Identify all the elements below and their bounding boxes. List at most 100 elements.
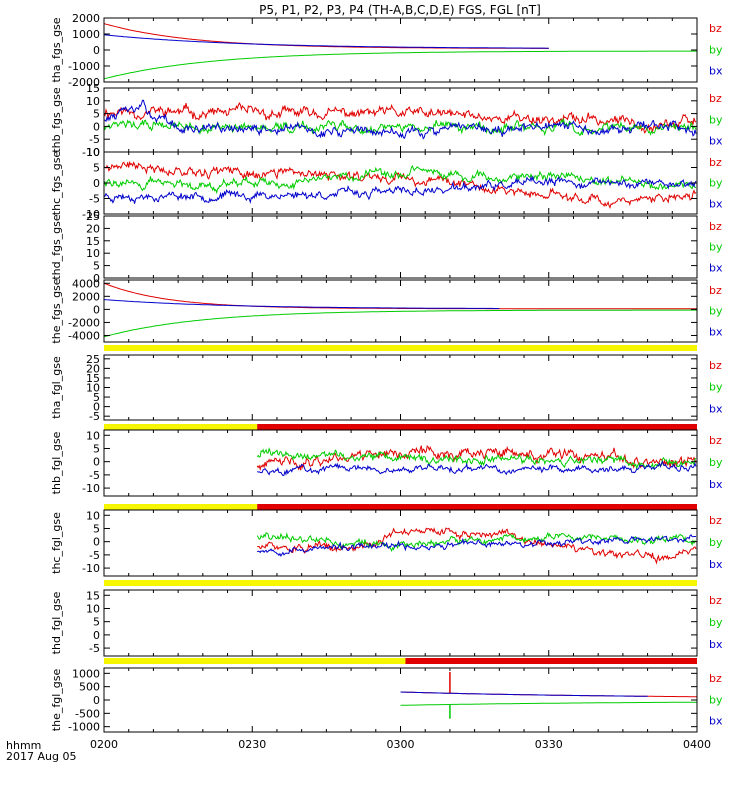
- x-tick-label: 0300: [387, 738, 415, 751]
- series-by-line: [104, 117, 697, 137]
- y-tick-label: -10: [82, 562, 100, 575]
- legend-bx: bx: [709, 325, 723, 338]
- legend-by: by: [709, 113, 723, 126]
- legend-bz: bz: [709, 594, 722, 607]
- series-bx-line: [104, 34, 549, 49]
- status-bar-yellow: [104, 580, 697, 586]
- legend-bz: bz: [709, 22, 722, 35]
- y-tick-label: 10: [86, 509, 100, 522]
- y-tick-label: -5: [89, 193, 100, 206]
- legend-by: by: [709, 241, 723, 254]
- series-bx-line: [104, 299, 500, 309]
- y-tick-label: 0: [93, 120, 100, 133]
- legend-by: by: [709, 693, 723, 706]
- y-tick-label: -1000: [68, 60, 100, 73]
- panel-frame: [103, 17, 698, 83]
- panel-frame: [103, 354, 698, 421]
- panel-frame: [103, 589, 698, 657]
- legend-bz: bz: [709, 359, 722, 372]
- legend-by: by: [709, 616, 723, 629]
- y-tick-label: -2000: [68, 316, 100, 329]
- y-axis-label: the_fgl_gse: [50, 669, 63, 732]
- x-tick-label: 0330: [535, 738, 563, 751]
- y-tick-label: 0: [93, 44, 100, 57]
- legend-bz: bz: [709, 92, 722, 105]
- y-tick-label: 2000: [72, 12, 100, 25]
- y-tick-label: 25: [86, 210, 100, 223]
- y-tick-label: 5: [93, 442, 100, 455]
- y-tick-label: -10: [82, 146, 100, 159]
- series-by-line: [104, 164, 697, 195]
- y-axis-label: thc_fgl_gse: [50, 512, 63, 574]
- legend-bx: bx: [709, 478, 723, 491]
- y-tick-label: 25: [86, 353, 100, 366]
- legend-bx: bx: [709, 261, 723, 274]
- y-axis-label: thd_fgl_gse: [50, 591, 63, 654]
- status-bar-red: [257, 424, 697, 430]
- legend-by: by: [709, 177, 723, 190]
- y-axis-label: thc_fgs_gse: [50, 151, 63, 216]
- y-tick-label: 0: [93, 272, 100, 285]
- panel-frame: [103, 87, 698, 153]
- series-bx-line: [104, 174, 697, 205]
- y-tick-label: 5: [93, 162, 100, 175]
- status-bar-red: [257, 504, 697, 510]
- y-tick-label: 5: [93, 108, 100, 121]
- x-date-label: 2017 Aug 05: [6, 750, 76, 763]
- status-bar-yellow: [104, 424, 258, 430]
- y-tick-label: 5: [93, 391, 100, 404]
- y-tick-label: -5: [89, 133, 100, 146]
- status-bar-red: [405, 658, 697, 664]
- y-tick-label: -500: [75, 707, 100, 720]
- y-tick-label: -10: [82, 482, 100, 495]
- y-tick-label: 0: [93, 694, 100, 707]
- series-bz-line: [104, 160, 697, 210]
- legend-bz: bz: [709, 284, 722, 297]
- legend-bx: bx: [709, 197, 723, 210]
- y-tick-label: 15: [86, 82, 100, 95]
- y-tick-label: 4000: [72, 277, 100, 290]
- legend-bx: bx: [709, 558, 723, 571]
- series-bx-line: [400, 691, 648, 697]
- y-axis-label: thd_fgs_gse: [50, 214, 63, 280]
- y-tick-label: -4000: [68, 329, 100, 342]
- panel-frame: [103, 429, 698, 497]
- y-tick-label: 0: [93, 629, 100, 642]
- chart-title: P5, P1, P2, P3, P4 (TH-A,B,C,D,E) FGS, F…: [259, 3, 541, 17]
- y-tick-label: -5: [89, 642, 100, 655]
- legend-by: by: [709, 43, 723, 56]
- legend-bz: bz: [709, 434, 722, 447]
- y-tick-label: -5: [89, 549, 100, 562]
- x-axis: 0200 0230 0300 0330 0400: [90, 738, 711, 751]
- y-tick-label: 0: [93, 177, 100, 190]
- y-tick-label: -5: [89, 410, 100, 423]
- legend-bx: bx: [709, 402, 723, 415]
- series-bz-line: [104, 102, 697, 134]
- panel-frame: [103, 215, 698, 279]
- y-tick-label: 15: [86, 589, 100, 602]
- y-tick-label: 1000: [72, 28, 100, 41]
- series-bz-line: [257, 527, 697, 565]
- y-tick-label: 5: [93, 260, 100, 273]
- y-tick-label: 15: [86, 372, 100, 385]
- series-by-line: [256, 447, 697, 471]
- legend-bz: bz: [709, 514, 722, 527]
- series-bx-line: [256, 534, 696, 557]
- panel-tha_fgs_gse: 2000 1000 0 -1000 -2000 tha_fgs_gse bz by bx: [50, 12, 723, 89]
- series-by-line: [104, 309, 697, 338]
- y-tick-label: -1000: [68, 721, 100, 734]
- series-by-line: [104, 50, 697, 80]
- legend-by: by: [709, 381, 723, 394]
- legend-bz: bz: [709, 156, 722, 169]
- y-tick-label: 10: [86, 95, 100, 108]
- y-axis-label: tha_fgs_gse: [50, 17, 63, 82]
- y-tick-label: 5: [93, 616, 100, 629]
- series-bz-line: [256, 445, 697, 472]
- y-tick-label: 20: [86, 222, 100, 235]
- y-axis-label: thb_fgs_gse: [50, 87, 63, 153]
